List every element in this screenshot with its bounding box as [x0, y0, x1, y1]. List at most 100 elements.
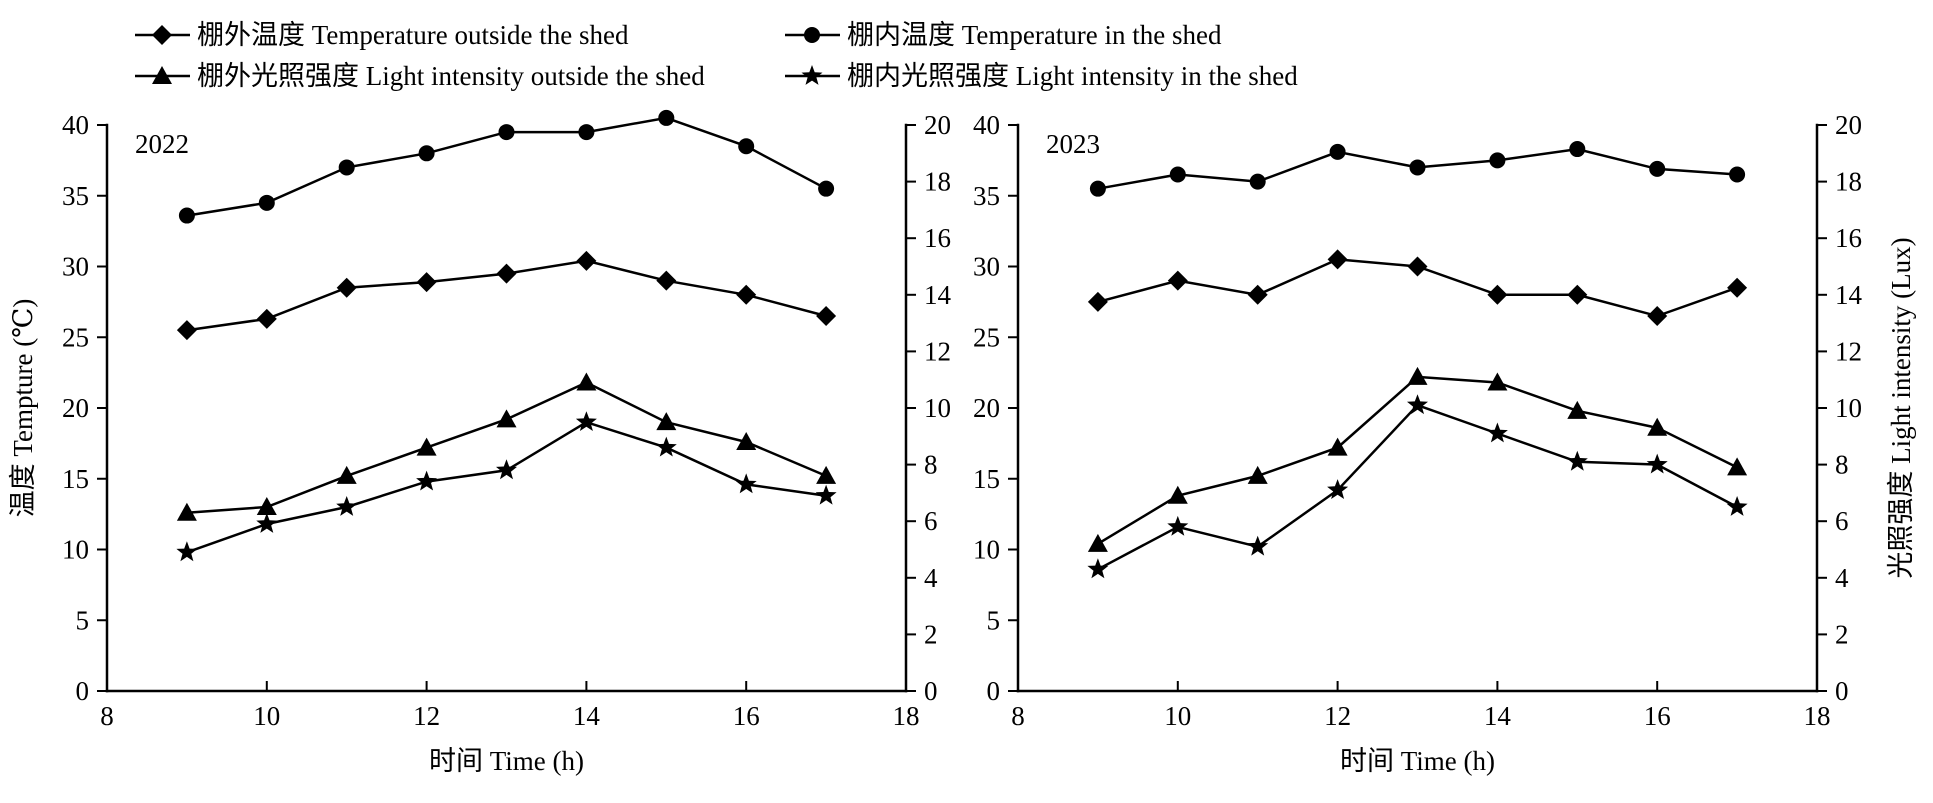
- data-point-triangle: [1247, 465, 1268, 484]
- data-point-triangle: [1567, 400, 1588, 419]
- x-tick-label: 10: [253, 701, 280, 731]
- y-tick-label-left: 35: [62, 181, 89, 211]
- y-tick-label-left: 30: [62, 252, 89, 282]
- data-point-star: [1646, 453, 1668, 474]
- y-tick-label-left: 40: [973, 110, 1000, 140]
- x-axis-label: 时间 Time (h): [429, 746, 584, 776]
- data-point-circle: [1169, 166, 1186, 183]
- data-point-triangle: [1407, 366, 1428, 385]
- legend-label: 棚外温度 Temperature outside the shed: [197, 20, 629, 50]
- data-point-star: [575, 411, 597, 431]
- data-point-circle: [338, 159, 355, 176]
- y-tick-label-right: 10: [924, 393, 951, 423]
- x-tick-label: 10: [1164, 701, 1191, 731]
- y-tick-label-right: 12: [924, 336, 951, 366]
- series-star: [176, 411, 837, 562]
- data-point-circle: [1649, 160, 1666, 177]
- y-tick-label-left: 40: [62, 110, 89, 140]
- x-tick-label: 8: [100, 701, 114, 731]
- chart-panel-2023: 8 10 12 14 16 1805101520253035400246810121416…: [973, 110, 1916, 776]
- y-axis-label-left: 温度 Tempture (℃): [8, 299, 38, 518]
- data-point-triangle: [1487, 372, 1508, 391]
- legend-label: 棚内温度 Temperature in the shed: [847, 20, 1222, 50]
- data-point-circle: [418, 145, 435, 162]
- legend-triangle-marker: [152, 66, 172, 84]
- data-point-diamond: [1167, 270, 1188, 291]
- y-tick-label-left: 25: [62, 322, 89, 352]
- y-tick-label-right: 0: [1835, 676, 1849, 706]
- y-tick-label-left: 25: [973, 322, 1000, 352]
- data-point-triangle: [656, 412, 677, 431]
- data-point-circle: [1329, 143, 1346, 160]
- data-point-triangle: [736, 431, 757, 450]
- y-tick-label-right: 2: [924, 619, 938, 649]
- legend-label: 棚外光照强度 Light intensity outside the shed: [197, 61, 705, 91]
- data-point-circle: [658, 109, 675, 126]
- series-triangle: [176, 372, 837, 521]
- data-point-diamond: [576, 250, 597, 271]
- legend-circle-marker: [804, 27, 820, 43]
- legend-item-circle: 棚内温度 Temperature in the shed: [785, 20, 1222, 50]
- data-point-triangle: [816, 465, 837, 484]
- data-point-circle: [1489, 152, 1506, 169]
- series-line-star: [1097, 403, 1738, 571]
- data-point-diamond: [416, 272, 437, 293]
- data-point-diamond: [1647, 306, 1668, 327]
- series-line-star: [186, 420, 827, 554]
- data-point-star: [256, 513, 278, 533]
- y-tick-label-right: 14: [1835, 280, 1863, 310]
- panel-label: 2022: [135, 129, 189, 159]
- y-tick-label-left: 10: [62, 535, 89, 565]
- data-point-diamond: [496, 263, 517, 284]
- data-point-triangle: [1727, 457, 1748, 476]
- data-point-diamond: [1087, 291, 1108, 312]
- data-point-diamond: [1567, 284, 1588, 305]
- data-point-star: [1167, 515, 1189, 536]
- panel-label: 2023: [1046, 129, 1100, 159]
- data-point-triangle: [1647, 417, 1668, 436]
- data-point-circle: [1409, 159, 1426, 176]
- data-point-diamond: [256, 308, 277, 329]
- x-axis-label: 时间 Time (h): [1340, 746, 1495, 776]
- chart-panel-2022: 8 10 12 14 16 1805101520253035400246810121416…: [8, 109, 952, 776]
- data-point-diamond: [816, 306, 837, 327]
- data-point-triangle: [416, 437, 437, 456]
- data-point-triangle: [496, 409, 517, 428]
- x-tick-label: 16: [733, 701, 760, 731]
- data-point-circle: [1569, 141, 1586, 158]
- series-circle: [178, 109, 835, 224]
- data-point-circle: [1729, 166, 1746, 183]
- x-tick-label: 12: [413, 701, 440, 731]
- x-tick-label: 18: [893, 701, 920, 731]
- series-circle: [1089, 141, 1746, 197]
- y-tick-label-left: 30: [973, 252, 1000, 282]
- data-point-star: [496, 459, 517, 480]
- data-point-diamond: [1407, 256, 1428, 277]
- y-tick-label-right: 0: [924, 676, 938, 706]
- data-point-triangle: [576, 372, 597, 391]
- x-tick-label: 18: [1804, 701, 1831, 731]
- data-point-star: [1566, 450, 1588, 471]
- y-tick-label-right: 18: [1835, 167, 1862, 197]
- y-tick-label-left: 35: [973, 181, 1000, 211]
- data-point-circle: [818, 180, 835, 197]
- series-diamond: [176, 250, 837, 341]
- data-point-diamond: [736, 284, 757, 305]
- data-point-star: [416, 470, 438, 491]
- y-tick-label-right: 20: [1835, 110, 1862, 140]
- y-tick-label-left: 0: [76, 676, 90, 706]
- y-tick-label-right: 12: [1835, 336, 1862, 366]
- data-point-star: [176, 541, 198, 562]
- data-point-star: [815, 484, 837, 505]
- y-tick-label-left: 15: [973, 464, 1000, 494]
- legend: 棚外温度 Temperature outside the shed 棚内温度 Te…: [135, 20, 1298, 91]
- y-tick-label-right: 8: [924, 450, 938, 480]
- data-point-triangle: [176, 502, 197, 521]
- data-point-circle: [738, 138, 755, 155]
- series-diamond: [1087, 249, 1748, 327]
- data-point-diamond: [176, 320, 197, 341]
- data-point-triangle: [1167, 485, 1188, 504]
- y-tick-label-left: 20: [62, 393, 89, 423]
- y-tick-label-right: 2: [1835, 619, 1849, 649]
